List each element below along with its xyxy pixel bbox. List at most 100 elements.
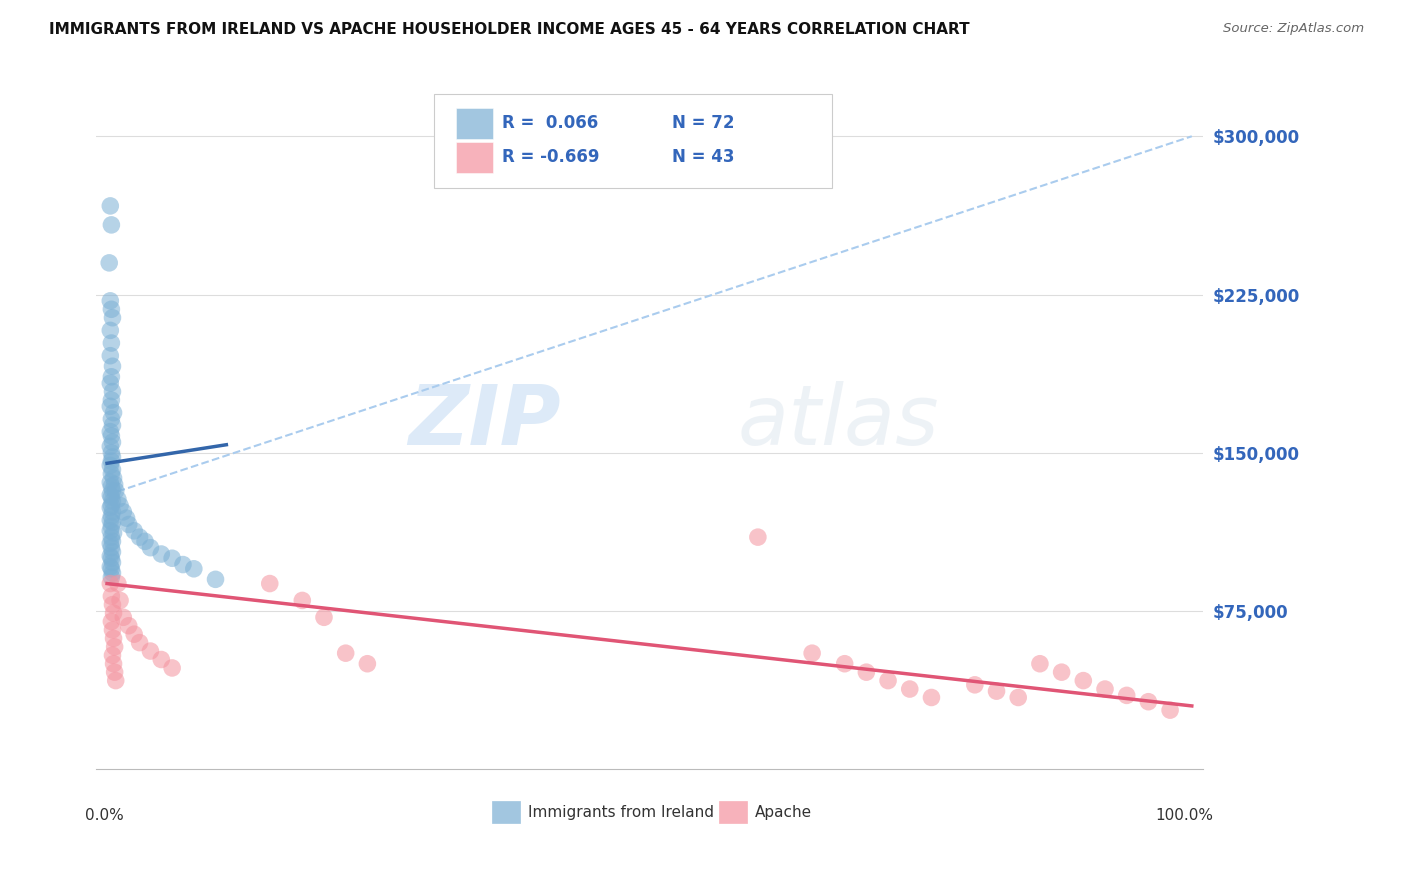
Point xyxy=(101,494,124,508)
Point xyxy=(100,562,122,576)
Point xyxy=(1029,657,1052,671)
Point xyxy=(150,652,173,666)
Point xyxy=(101,450,124,464)
Point xyxy=(1071,673,1094,688)
Text: N = 72: N = 72 xyxy=(672,114,734,132)
Point xyxy=(100,570,122,584)
Point xyxy=(100,446,122,460)
Point xyxy=(963,678,986,692)
Point xyxy=(98,256,121,270)
Point xyxy=(100,369,122,384)
Point xyxy=(98,349,121,363)
Point xyxy=(101,545,124,559)
Text: N = 43: N = 43 xyxy=(672,148,734,166)
Point xyxy=(98,488,121,502)
Text: R = -0.669: R = -0.669 xyxy=(502,148,600,166)
Point xyxy=(100,412,122,426)
Point xyxy=(103,657,125,671)
Text: ZIP: ZIP xyxy=(408,381,561,461)
Point xyxy=(100,509,122,524)
FancyBboxPatch shape xyxy=(456,109,494,139)
Point xyxy=(1050,665,1073,680)
Point xyxy=(920,690,942,705)
FancyBboxPatch shape xyxy=(718,800,748,824)
Point xyxy=(100,218,122,232)
Point xyxy=(100,541,122,555)
Point xyxy=(101,534,124,549)
Point xyxy=(118,517,141,532)
Point xyxy=(101,359,124,374)
Text: Source: ZipAtlas.com: Source: ZipAtlas.com xyxy=(1223,22,1364,36)
Text: R =  0.066: R = 0.066 xyxy=(502,114,599,132)
Point xyxy=(259,576,281,591)
Point xyxy=(98,536,121,550)
Text: 0.0%: 0.0% xyxy=(86,807,124,822)
Point xyxy=(100,490,122,504)
Point xyxy=(107,576,129,591)
Point xyxy=(312,610,335,624)
Point xyxy=(855,665,877,680)
Point xyxy=(100,302,122,317)
Point xyxy=(98,425,121,439)
Point xyxy=(122,627,145,641)
Point xyxy=(107,492,129,507)
Point xyxy=(101,418,124,433)
Point xyxy=(100,530,122,544)
Point xyxy=(100,499,122,513)
Point xyxy=(204,572,226,586)
Point xyxy=(834,657,856,671)
Point xyxy=(100,551,122,566)
Point xyxy=(747,530,769,544)
Point xyxy=(104,477,127,491)
Point xyxy=(112,610,135,624)
Point xyxy=(128,635,150,649)
Point xyxy=(103,525,125,540)
Point xyxy=(112,505,135,519)
Point xyxy=(801,646,824,660)
Point xyxy=(291,593,314,607)
Point xyxy=(98,199,121,213)
Point xyxy=(103,632,125,646)
Point xyxy=(98,576,121,591)
Point xyxy=(104,673,127,688)
Point xyxy=(98,376,121,391)
Text: atlas: atlas xyxy=(738,381,939,461)
Point xyxy=(98,293,121,308)
Point xyxy=(100,519,122,533)
Point xyxy=(100,615,122,629)
Point xyxy=(139,541,162,555)
Point xyxy=(104,665,127,680)
Point xyxy=(98,524,121,538)
Point xyxy=(98,500,121,515)
Point xyxy=(98,475,121,490)
Point xyxy=(98,513,121,527)
Point xyxy=(103,406,125,420)
Point xyxy=(104,640,127,654)
Point xyxy=(104,483,127,498)
Point xyxy=(100,454,122,468)
Point xyxy=(986,684,1008,698)
Point xyxy=(1007,690,1029,705)
Point xyxy=(356,657,378,671)
Point xyxy=(134,534,156,549)
Point xyxy=(100,467,122,481)
Point xyxy=(100,336,122,351)
Point xyxy=(1094,681,1116,696)
Point xyxy=(98,323,121,337)
Point xyxy=(98,400,121,414)
Point xyxy=(101,648,124,663)
FancyBboxPatch shape xyxy=(456,142,494,172)
Point xyxy=(101,310,124,325)
Point xyxy=(1115,689,1137,703)
Point xyxy=(183,562,205,576)
Point xyxy=(172,558,194,572)
Point xyxy=(103,471,125,485)
Point xyxy=(128,530,150,544)
Point xyxy=(160,551,183,566)
Point xyxy=(118,619,141,633)
Point xyxy=(1159,703,1181,717)
Point xyxy=(101,623,124,637)
Point xyxy=(98,559,121,574)
Point xyxy=(139,644,162,658)
Point xyxy=(898,681,921,696)
